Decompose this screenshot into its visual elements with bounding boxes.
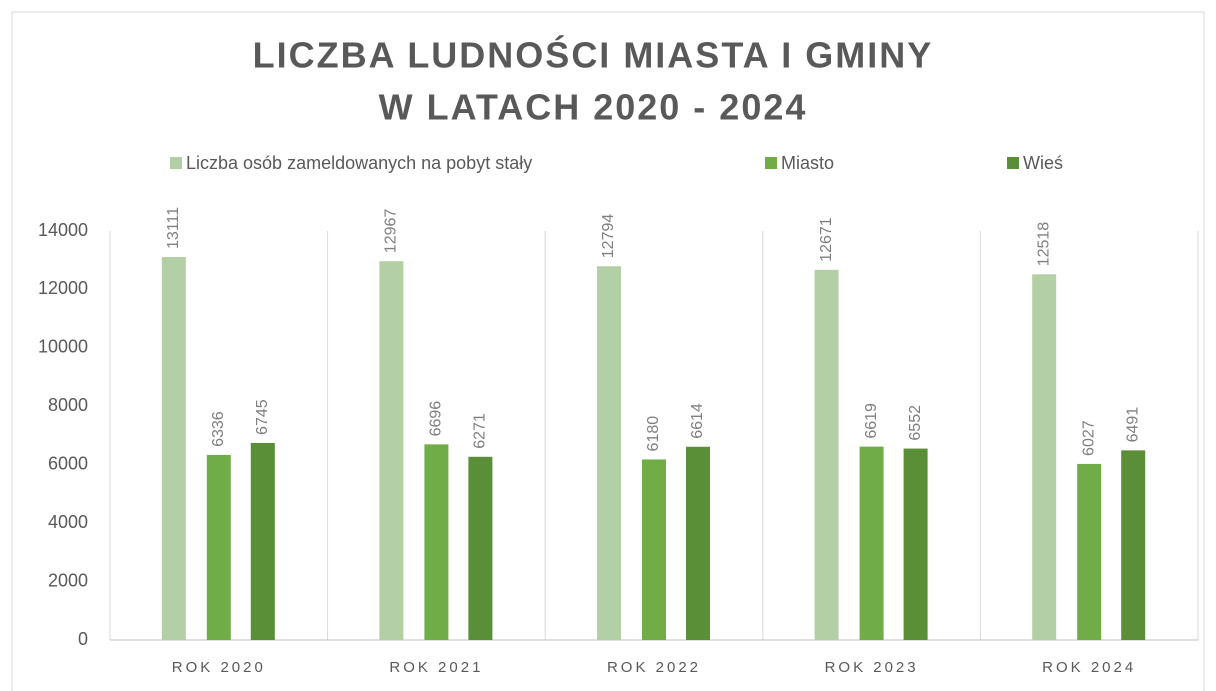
bar	[859, 446, 884, 640]
data-label: 6696	[428, 401, 445, 437]
data-label: 6271	[472, 413, 489, 449]
chart-title: W LATACH 2020 - 2024	[379, 87, 808, 128]
bar	[686, 446, 710, 640]
x-tick-label: ROK 2021	[389, 659, 483, 676]
data-label: 12794	[600, 214, 617, 259]
data-label: 12967	[383, 209, 400, 254]
y-tick-label: 4000	[48, 512, 88, 532]
bar	[903, 448, 928, 640]
legend-label: Miasto	[781, 153, 834, 173]
data-label: 6745	[254, 399, 271, 435]
data-label: 6491	[1124, 407, 1141, 443]
bar	[1077, 463, 1102, 640]
y-tick-label: 10000	[38, 337, 88, 357]
legend-label: Wieś	[1023, 153, 1063, 173]
bar	[642, 459, 666, 640]
x-tick-label: ROK 2024	[1042, 659, 1136, 676]
data-label: 12671	[818, 217, 835, 262]
bar	[814, 269, 839, 640]
bar	[1032, 274, 1057, 640]
y-tick-label: 14000	[38, 220, 88, 240]
y-tick-label: 2000	[48, 570, 88, 590]
legend-swatch	[170, 157, 182, 169]
bar	[250, 442, 275, 640]
data-label: 12518	[1035, 222, 1052, 267]
bar	[424, 444, 449, 640]
data-label: 6619	[863, 403, 880, 439]
legend-swatch	[1007, 157, 1019, 169]
bar	[468, 456, 493, 640]
bar	[206, 454, 231, 640]
legend-swatch	[765, 157, 777, 169]
data-label: 6552	[907, 405, 924, 441]
x-tick-label: ROK 2023	[825, 659, 919, 676]
y-tick-label: 8000	[48, 395, 88, 415]
data-label: 13111	[165, 207, 182, 249]
y-tick-label: 6000	[48, 453, 88, 473]
bar	[379, 261, 404, 640]
legend-label: Liczba osób zameldowanych na pobyt stały	[186, 153, 532, 173]
bar	[597, 266, 621, 640]
data-label: 6614	[689, 403, 706, 439]
bar	[161, 256, 186, 640]
data-label: 6027	[1080, 420, 1097, 456]
data-label: 6180	[645, 416, 662, 452]
data-label: 6336	[210, 411, 227, 447]
x-tick-label: ROK 2022	[607, 659, 701, 676]
y-tick-label: 12000	[38, 278, 88, 298]
y-tick-label: 0	[78, 629, 88, 649]
chart-title: LICZBA LUDNOŚCI MIASTA I GMINY	[253, 34, 934, 76]
bar	[1121, 450, 1146, 640]
x-tick-label: ROK 2020	[172, 659, 266, 676]
